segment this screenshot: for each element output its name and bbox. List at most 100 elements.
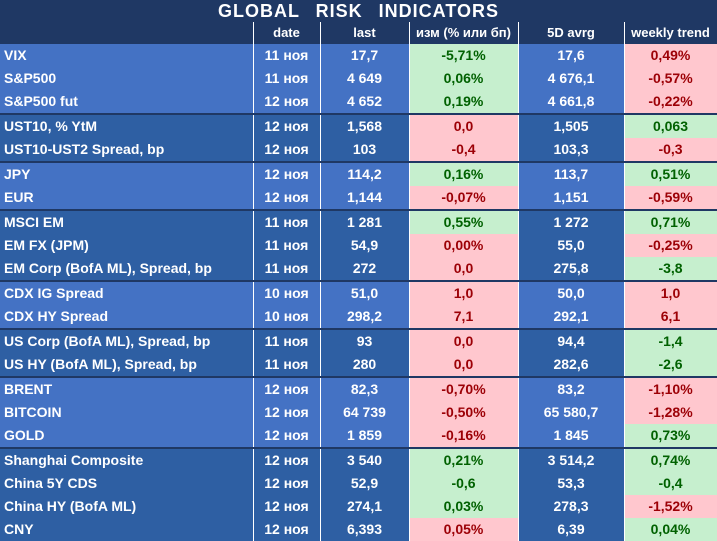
- indicator-change: -0,16%: [409, 424, 519, 448]
- indicator-last: 3 540: [320, 447, 410, 472]
- indicator-date: 12 ноя: [253, 376, 321, 401]
- table-row: CDX HY Spread 10 ноя 298,2 7,1 292,1 6,1: [0, 305, 717, 329]
- indicator-5d-average: 3 514,2: [518, 447, 625, 472]
- indicator-date: 12 ноя: [253, 495, 321, 518]
- indicator-5d-average: 65 580,7: [518, 401, 625, 424]
- indicator-weekly-trend: 0,74%: [624, 447, 717, 472]
- table-row: China 5Y CDS 12 ноя 52,9 -0,6 53,3 -0,4: [0, 472, 717, 495]
- indicator-date: 12 ноя: [253, 113, 321, 138]
- indicator-name: JPY: [0, 161, 254, 186]
- indicator-last: 272: [320, 257, 410, 281]
- indicator-5d-average: 1,151: [518, 186, 625, 210]
- indicator-change: -0,4: [409, 138, 519, 162]
- table-row: JPY 12 ноя 114,2 0,16% 113,7 0,51%: [0, 161, 717, 186]
- indicator-change: 0,19%: [409, 90, 519, 114]
- indicator-last: 1,568: [320, 113, 410, 138]
- table-row: S&P500 fut 12 ноя 4 652 0,19% 4 661,8 -0,22%: [0, 90, 717, 114]
- indicator-rows: VIX 11 ноя 17,7 -5,71% 17,6 0,49% S&P500 11 ноя…: [0, 44, 717, 541]
- indicator-change: 0,0: [409, 353, 519, 377]
- header-date: date: [253, 22, 321, 44]
- indicator-change: -0,6: [409, 472, 519, 495]
- indicator-weekly-trend: 0,73%: [624, 424, 717, 448]
- indicator-change: 0,16%: [409, 161, 519, 186]
- indicator-weekly-trend: -1,52%: [624, 495, 717, 518]
- indicator-name: MSCI EM: [0, 209, 254, 234]
- indicator-weekly-trend: -0,4: [624, 472, 717, 495]
- indicator-weekly-trend: -0,22%: [624, 90, 717, 114]
- indicator-name: UST10, % YtM: [0, 113, 254, 138]
- table-row: BITCOIN 12 ноя 64 739 -0,50% 65 580,7 -1,28%: [0, 401, 717, 424]
- indicator-name: China 5Y CDS: [0, 472, 254, 495]
- indicator-name: US Corp (BofA ML), Spread, bp: [0, 328, 254, 353]
- indicator-weekly-trend: -3,8: [624, 257, 717, 281]
- table-row: UST10-UST2 Spread, bp 12 ноя 103 -0,4 103,3-…: [0, 138, 717, 162]
- table-row: VIX 11 ноя 17,7 -5,71% 17,6 0,49%: [0, 44, 717, 67]
- indicator-change: 1,0: [409, 280, 519, 305]
- indicator-last: 1 281: [320, 209, 410, 234]
- indicator-change: 0,05%: [409, 518, 519, 541]
- indicator-5d-average: 6,39: [518, 518, 625, 541]
- indicator-last: 1 859: [320, 424, 410, 448]
- indicator-weekly-trend: -1,4: [624, 328, 717, 353]
- header-row: date last изм (% или бп) 5D avrg weekly …: [0, 22, 717, 44]
- indicator-last: 6,393: [320, 518, 410, 541]
- header-last: last: [320, 22, 410, 44]
- indicator-date: 11 ноя: [253, 67, 321, 90]
- indicator-date: 12 ноя: [253, 161, 321, 186]
- indicator-5d-average: 53,3: [518, 472, 625, 495]
- indicator-5d-average: 83,2: [518, 376, 625, 401]
- indicator-5d-average: 103,3: [518, 138, 625, 162]
- table-row: MSCI EM 11 ноя 1 281 0,55% 1 272 0,71%: [0, 209, 717, 234]
- indicator-5d-average: 1 845: [518, 424, 625, 448]
- indicator-date: 10 ноя: [253, 280, 321, 305]
- indicator-5d-average: 113,7: [518, 161, 625, 186]
- indicator-date: 12 ноя: [253, 424, 321, 448]
- indicator-date: 11 ноя: [253, 257, 321, 281]
- indicator-date: 12 ноя: [253, 138, 321, 162]
- table-row: US HY (BofA ML), Spread, bp 11 ноя 280 0,0 2…: [0, 353, 717, 377]
- header-5d-average: 5D avrg: [518, 22, 625, 44]
- table-row: EM Corp (BofA ML), Spread, bp 11 ноя 272 0,…: [0, 257, 717, 281]
- indicator-weekly-trend: 0,04%: [624, 518, 717, 541]
- header-change: изм (% или бп): [409, 22, 519, 44]
- indicator-last: 1,144: [320, 186, 410, 210]
- indicator-date: 12 ноя: [253, 90, 321, 114]
- header-weekly-trend: weekly trend: [624, 22, 717, 44]
- indicator-last: 298,2: [320, 305, 410, 329]
- table-title: GLOBAL RISK INDICATORS: [0, 0, 717, 22]
- indicator-name: Shanghai Composite: [0, 447, 254, 472]
- indicator-last: 17,7: [320, 44, 410, 67]
- indicator-weekly-trend: 0,71%: [624, 209, 717, 234]
- indicator-date: 11 ноя: [253, 328, 321, 353]
- indicator-last: 82,3: [320, 376, 410, 401]
- indicator-change: 0,06%: [409, 67, 519, 90]
- indicator-weekly-trend: 0,51%: [624, 161, 717, 186]
- table-row: EUR 12 ноя 1,144 -0,07% 1,151 -0,59%: [0, 186, 717, 210]
- indicator-last: 64 739: [320, 401, 410, 424]
- indicator-change: 0,0: [409, 113, 519, 138]
- table-row: China HY (BofA ML) 12 ноя 274,1 0,03% 278,3-…: [0, 495, 717, 518]
- table-row: UST10, % YtM 12 ноя 1,568 0,0 1,505 0,063: [0, 113, 717, 138]
- indicator-5d-average: 94,4: [518, 328, 625, 353]
- indicator-name: S&P500 fut: [0, 90, 254, 114]
- header-name: [0, 22, 254, 44]
- indicator-name: GOLD: [0, 424, 254, 448]
- indicator-5d-average: 4 661,8: [518, 90, 625, 114]
- indicator-last: 54,9: [320, 234, 410, 257]
- indicator-change: 0,55%: [409, 209, 519, 234]
- indicator-last: 274,1: [320, 495, 410, 518]
- indicator-weekly-trend: -2,6: [624, 353, 717, 377]
- table-row: Shanghai Composite 12 ноя 3 540 0,21% 3 514,…: [0, 447, 717, 472]
- indicator-date: 12 ноя: [253, 447, 321, 472]
- indicator-date: 12 ноя: [253, 518, 321, 541]
- indicator-weekly-trend: -0,3: [624, 138, 717, 162]
- indicator-5d-average: 17,6: [518, 44, 625, 67]
- table-row: S&P500 11 ноя 4 649 0,06% 4 676,1 -0,57%: [0, 67, 717, 90]
- indicator-last: 52,9: [320, 472, 410, 495]
- table-row: US Corp (BofA ML), Spread, bp 11 ноя 93 0,0…: [0, 328, 717, 353]
- indicator-name: CDX HY Spread: [0, 305, 254, 329]
- indicator-date: 12 ноя: [253, 401, 321, 424]
- indicator-5d-average: 55,0: [518, 234, 625, 257]
- indicator-5d-average: 278,3: [518, 495, 625, 518]
- indicator-weekly-trend: 1,0: [624, 280, 717, 305]
